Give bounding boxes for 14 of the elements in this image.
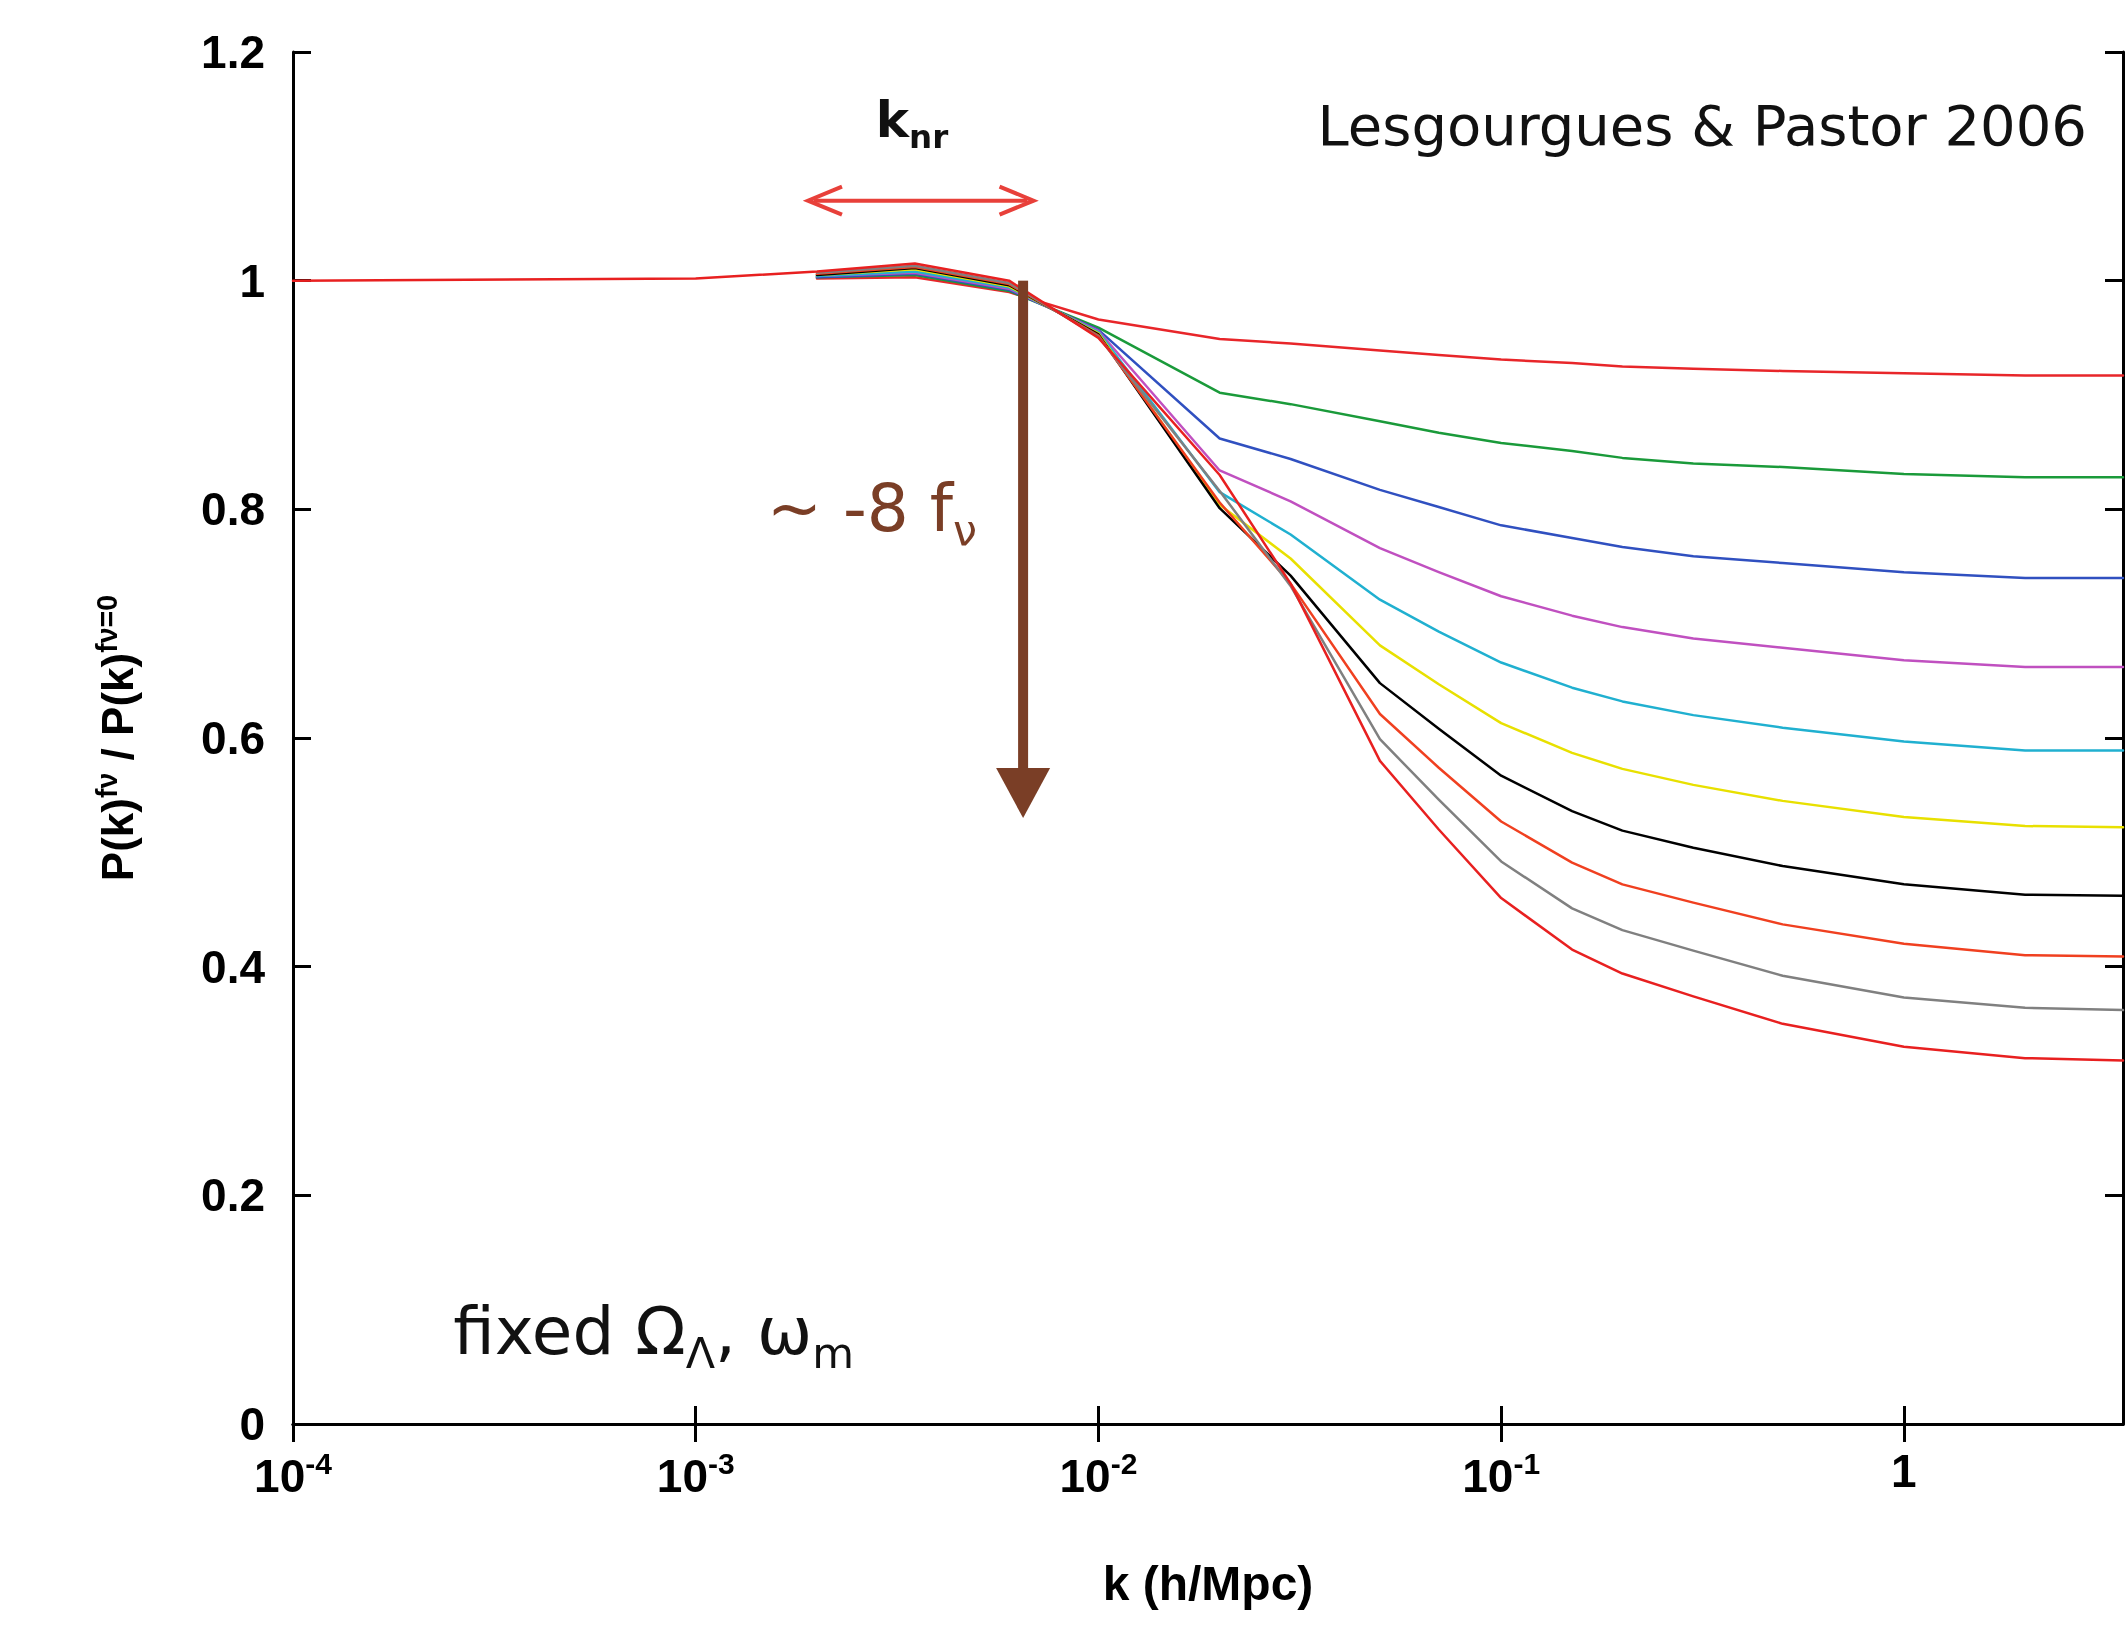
y-tick-label: 0 (239, 1398, 265, 1450)
y-tick-label: 0.4 (201, 940, 266, 993)
y-tick-label: 0.6 (201, 712, 265, 764)
x-tick-label: 1 (1891, 1445, 1917, 1497)
x-axis-title: k (h/Mpc) (1102, 1556, 1314, 1610)
y-tick-label: 1 (239, 254, 265, 307)
y-tick-label: 0.2 (201, 1169, 265, 1222)
annotation: ~ -8 f$_{ν}$ (766, 469, 977, 555)
y-tick-label: 1.2 (201, 26, 265, 78)
annotation: k$_{nr}$ (875, 90, 949, 156)
y-tick-label: 0.8 (201, 483, 265, 536)
y-axis-title: P(k)fν / P(k)fν=0 (90, 594, 142, 882)
annotation: Lesgourgues & Pastor 2006 (1317, 92, 2087, 158)
annotation: fixed Ω$_{Λ}$, ω$_{m}$ (453, 1292, 855, 1379)
